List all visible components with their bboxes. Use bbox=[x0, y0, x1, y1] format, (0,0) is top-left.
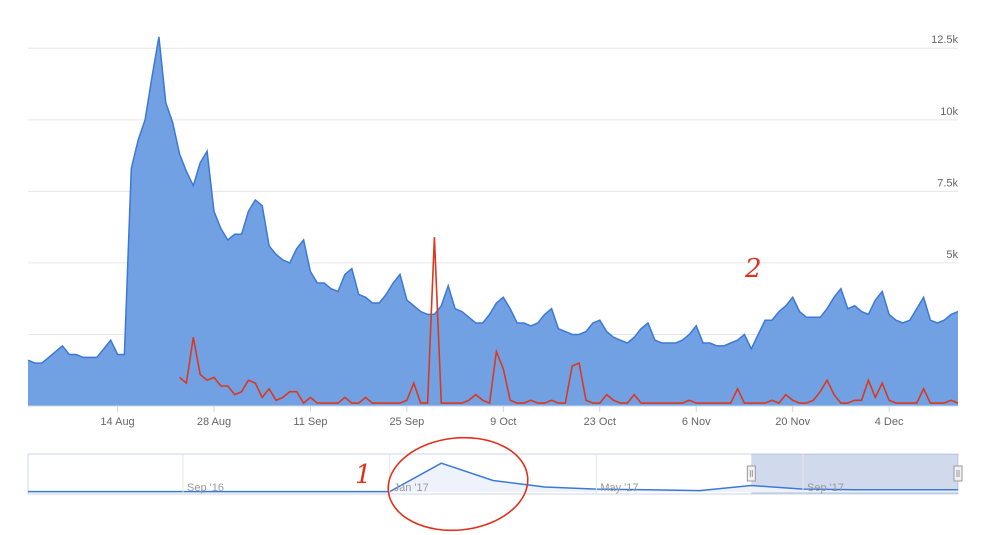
y-tick-label: 10k bbox=[940, 106, 958, 118]
x-tick-label: 6 Nov bbox=[682, 416, 711, 428]
x-tick-label: 11 Sep bbox=[293, 416, 327, 428]
line bbox=[179, 237, 959, 405]
x-tick-label: Jan '17 bbox=[394, 482, 429, 494]
annotation: 2 bbox=[744, 254, 762, 284]
x-tick-label: 20 Nov bbox=[775, 416, 810, 428]
annotation: 1 bbox=[355, 460, 372, 490]
y-tick-label: 7.5k bbox=[937, 177, 958, 189]
x-tick-label: 9 Oct bbox=[490, 416, 516, 428]
hand-drawn-circle bbox=[387, 436, 529, 532]
navigator-handle[interactable] bbox=[953, 465, 963, 482]
area-fill bbox=[28, 36, 958, 407]
x-tick-label: 14 Aug bbox=[100, 416, 134, 428]
area-fill bbox=[28, 463, 958, 492]
x-tick-label: 4 Dec bbox=[875, 416, 904, 428]
navigator-handle[interactable] bbox=[746, 465, 756, 482]
line bbox=[27, 36, 959, 364]
x-tick-label: Sep '16 bbox=[187, 482, 224, 494]
x-tick-label: 28 Aug bbox=[197, 416, 231, 428]
x-tick-label: 23 Oct bbox=[584, 416, 616, 428]
y-tick-label: 12.5k bbox=[931, 34, 958, 46]
x-tick-label: Sep '17 bbox=[807, 482, 844, 494]
y-tick-label: 5k bbox=[946, 249, 958, 261]
x-tick-label: 25 Sep bbox=[389, 416, 424, 428]
x-tick-label: May '17 bbox=[600, 482, 638, 494]
